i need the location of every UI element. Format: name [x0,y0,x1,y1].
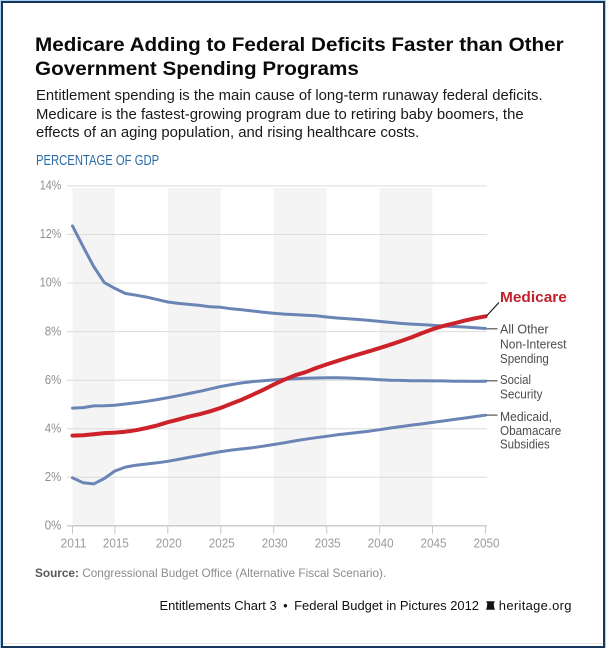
svg-text:Social: Social [500,372,531,387]
svg-text:14%: 14% [40,178,62,193]
svg-text:2040: 2040 [368,535,394,550]
svg-text:Non-Interest: Non-Interest [500,336,567,351]
svg-text:Medicare: Medicare [500,290,567,306]
svg-text:2011: 2011 [61,535,87,550]
svg-text:All Other: All Other [500,322,549,337]
svg-text:Security: Security [500,386,543,401]
svg-text:2020: 2020 [156,535,182,550]
svg-text:2030: 2030 [262,535,288,550]
svg-text:2050: 2050 [474,535,500,550]
svg-text:0%: 0% [45,518,62,533]
svg-text:2045: 2045 [421,535,447,550]
svg-text:12%: 12% [40,226,62,241]
svg-text:Subsidies: Subsidies [500,437,550,452]
svg-text:2025: 2025 [209,535,235,550]
svg-text:Spending: Spending [500,351,549,366]
svg-text:Medicaid,: Medicaid, [500,409,552,424]
svg-text:4%: 4% [45,421,62,436]
svg-text:6%: 6% [45,372,62,387]
svg-text:2%: 2% [45,469,62,484]
svg-text:2035: 2035 [315,535,341,550]
svg-text:Obamacare: Obamacare [500,423,561,438]
svg-text:2015: 2015 [103,535,129,550]
svg-text:10%: 10% [40,275,62,290]
svg-text:8%: 8% [45,323,62,338]
